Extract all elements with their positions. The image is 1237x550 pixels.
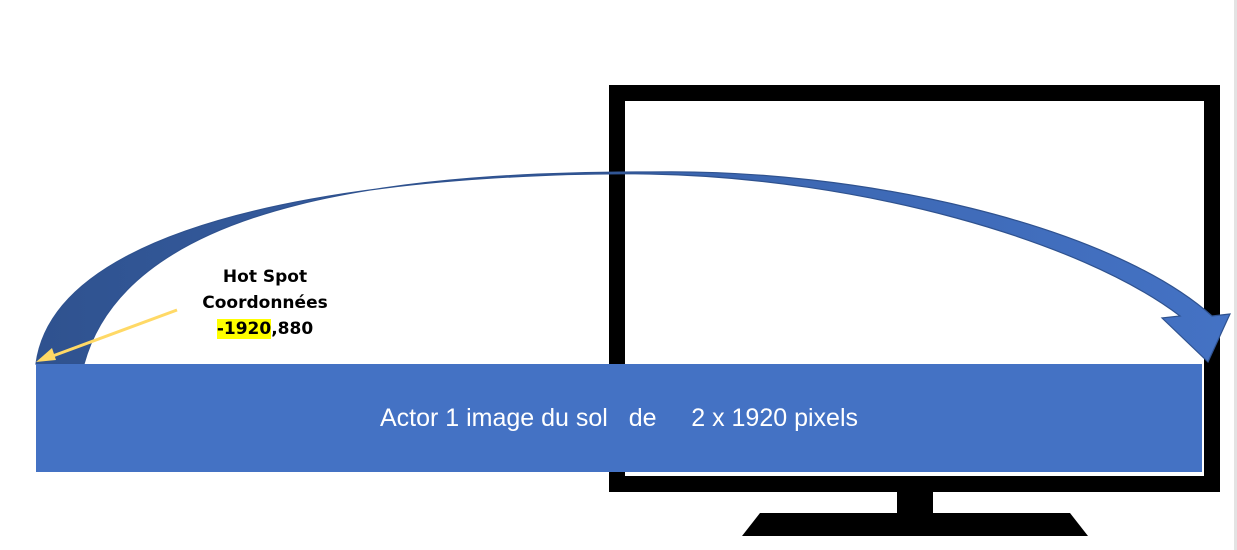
hotspot-x-value: -1920 — [216, 319, 272, 339]
hotspot-y-value: 880 — [277, 319, 314, 339]
curved-arrow — [35, 171, 1231, 365]
monitor-stand — [742, 513, 1088, 536]
ground-bar-label: Actor 1 image du sol de 2 x 1920 pixels — [379, 403, 859, 432]
ground-bar — [36, 364, 1202, 472]
hotspot-label: Hot Spot Coordonnées -1920,880 — [180, 264, 350, 342]
hotspot-subtitle: Coordonnées — [202, 293, 328, 313]
monitor-neck — [897, 484, 933, 514]
hotspot-coordinates: -1920,880 — [180, 316, 350, 342]
monitor-icon — [609, 85, 1220, 536]
page-edge — [1234, 0, 1237, 550]
hotspot-title: Hot Spot — [222, 267, 308, 287]
hotspot-separator: , — [271, 319, 278, 339]
pointer-arrow — [36, 308, 178, 362]
